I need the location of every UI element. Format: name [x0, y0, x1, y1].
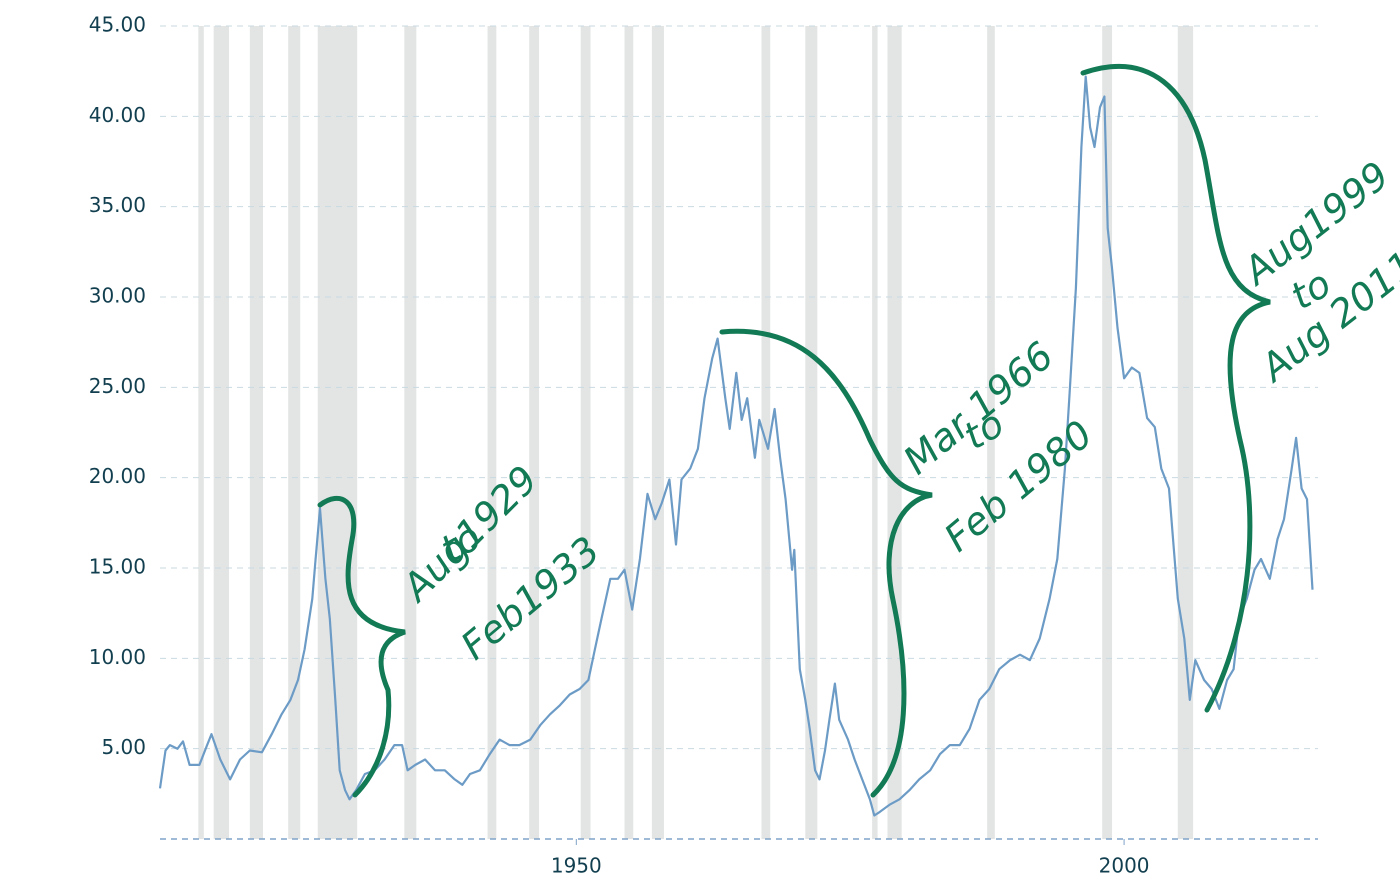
plot — [158, 75, 1314, 817]
y-tick-label: 10.00 — [89, 645, 146, 669]
recession-band — [404, 26, 417, 839]
grid: 5.00 10.00 15.00 20.00 25.00 30.00 35.00 40.00 4… — [89, 13, 1318, 878]
recession-band — [872, 26, 878, 839]
recession-band — [288, 26, 301, 839]
recession-band — [624, 26, 634, 839]
recession-band — [805, 26, 818, 839]
y-tick-label: 5.00 — [101, 735, 146, 759]
recession-band — [580, 26, 591, 839]
recession-band — [651, 26, 664, 839]
recession-band — [249, 26, 263, 839]
recession-band — [761, 26, 771, 839]
x-tick-label: 2000 — [1099, 854, 1150, 878]
recession-band — [317, 26, 358, 839]
recession-band — [987, 26, 995, 839]
y-tick-label: 40.00 — [89, 103, 146, 127]
y-tick-label: 15.00 — [89, 555, 146, 579]
recession-bands — [198, 26, 1194, 839]
y-tick-label: 25.00 — [89, 374, 146, 398]
y-tick-label: 20.00 — [89, 464, 146, 488]
series-line — [158, 75, 1314, 817]
recession-band — [487, 26, 497, 839]
brace — [317, 495, 406, 798]
recession-band — [887, 26, 902, 839]
recession-band — [198, 26, 204, 839]
brace — [1080, 63, 1271, 713]
x-tick-label: 1950 — [551, 854, 602, 878]
recession-band — [529, 26, 540, 839]
brace — [719, 328, 933, 798]
y-tick-label: 45.00 — [89, 13, 146, 37]
recession-band — [213, 26, 230, 839]
y-tick-label: 30.00 — [89, 284, 146, 308]
recession-band — [1177, 26, 1194, 839]
braces — [317, 63, 1271, 798]
recession-band — [1102, 26, 1113, 839]
y-tick-label: 35.00 — [89, 193, 146, 217]
